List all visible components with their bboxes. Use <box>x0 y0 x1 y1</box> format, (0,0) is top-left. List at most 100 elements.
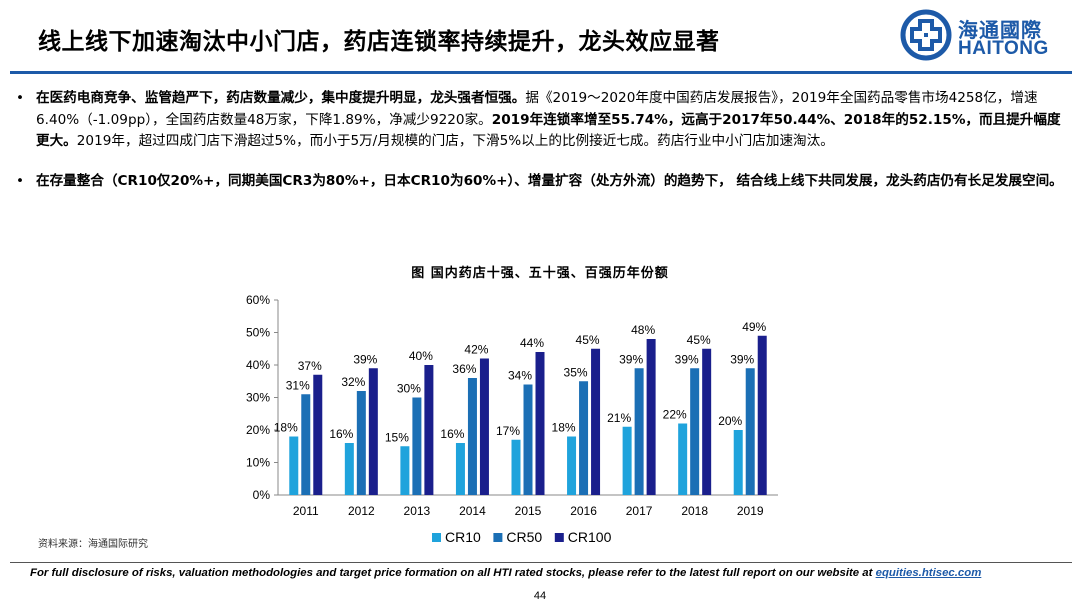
data-label: 30% <box>397 382 421 396</box>
disclaimer-body: For full disclosure of risks, valuation … <box>30 567 873 579</box>
bar-cr10 <box>344 443 354 495</box>
bar-cr100 <box>313 374 323 495</box>
y-tick-label: 50% <box>246 326 270 340</box>
x-tick-label: 2011 <box>293 504 319 518</box>
data-label: 42% <box>464 343 488 357</box>
page-title: 线上线下加速淘汰中小门店，药店连锁率持续提升，龙头效应显著 <box>38 29 720 55</box>
bar-cr100 <box>479 358 489 495</box>
x-tick-label: 2012 <box>348 504 375 518</box>
website-link[interactable]: equities.htisec.com <box>875 567 982 579</box>
logo-english-text: HAITONG <box>958 38 1049 59</box>
bar-cr10 <box>567 436 577 495</box>
bar-cr100 <box>702 348 712 495</box>
data-label: 32% <box>341 375 365 389</box>
x-tick-label: 2018 <box>681 504 708 518</box>
x-tick-label: 2017 <box>626 504 653 518</box>
bar-cr10 <box>400 446 410 495</box>
bar-cr100 <box>535 352 545 495</box>
bar-cr100 <box>646 339 656 495</box>
legend-swatch-cr100 <box>554 533 564 542</box>
x-tick-label: 2014 <box>459 504 486 518</box>
bar-cr10 <box>733 430 743 495</box>
page-number: 44 <box>533 590 547 602</box>
data-label: 40% <box>409 349 433 363</box>
legend-label: CR50 <box>506 529 542 545</box>
bar-cr50 <box>523 384 533 495</box>
data-label: 39% <box>730 352 754 366</box>
data-label: 20% <box>718 414 742 428</box>
header-divider <box>10 71 1072 74</box>
bar-cr10 <box>455 443 465 495</box>
data-label: 21% <box>607 411 631 425</box>
y-tick-label: 0% <box>253 488 271 502</box>
data-label: 18% <box>274 421 298 435</box>
bar-cr100 <box>368 368 378 495</box>
bar-cr50 <box>356 391 366 495</box>
bar-cr100 <box>424 365 434 495</box>
bullet-dot: • <box>16 90 25 106</box>
bullet-text: 2019年，超过四成门店下滑超过5%，而小于5万/月规模的门店，下滑5%以上的比… <box>76 133 834 149</box>
legend-swatch-cr10 <box>432 533 441 542</box>
legend-label: CR100 <box>568 529 612 545</box>
legend-label: CR10 <box>445 529 481 545</box>
bar-cr50 <box>745 368 755 495</box>
bar-cr50 <box>690 368 700 495</box>
bar-cr50 <box>467 378 477 495</box>
bar-cr50 <box>634 368 644 495</box>
data-label: 37% <box>298 359 322 373</box>
data-label: 36% <box>452 362 476 376</box>
bullet-bold-text: 2019年连锁率增至55.74%，远高于2017年50.44%、2018年的52… <box>36 111 1061 150</box>
data-label: 49% <box>742 320 766 334</box>
y-tick-label: 40% <box>246 358 270 372</box>
bullet-bold-text: 在医药电商竞争、监管趋严下，药店数量减少，集中度提升明显，龙头强者恒强。 <box>36 90 526 106</box>
bar-cr100 <box>757 335 767 495</box>
bar-cr50 <box>579 381 589 495</box>
y-tick-label: 20% <box>246 423 270 437</box>
data-label: 16% <box>440 427 464 441</box>
bullet-item: • 在医药电商竞争、监管趋严下，药店数量减少，集中度提升明显，龙头强者恒强。据《… <box>14 88 1064 153</box>
data-label: 45% <box>576 333 600 347</box>
x-tick-label: 2015 <box>515 504 542 518</box>
bullet-item: • 在存量整合（CR10仅20%+，同期美国CR3为80%+，日本CR10为60… <box>14 171 1064 193</box>
bullet-dot: • <box>16 172 25 189</box>
data-label: 18% <box>552 421 576 435</box>
bullet-bold-text: 在存量整合（CR10仅20%+，同期美国CR3为80%+，日本CR10为60%+… <box>36 172 1063 189</box>
bar-cr50 <box>412 397 422 495</box>
data-label: 35% <box>564 365 588 379</box>
x-tick-label: 2016 <box>570 504 597 518</box>
bar-cr10 <box>678 423 688 495</box>
data-label: 39% <box>353 352 377 366</box>
bar-cr10 <box>511 439 521 495</box>
bar-cr10 <box>622 426 632 495</box>
y-tick-label: 30% <box>246 391 270 405</box>
data-label: 16% <box>329 427 353 441</box>
data-label: 22% <box>663 408 687 422</box>
y-tick-label: 60% <box>246 293 270 307</box>
data-label: 34% <box>508 369 532 383</box>
data-label: 45% <box>687 333 711 347</box>
chart-title: 图 国内药店十强、五十强、百强历年份额 <box>411 266 669 281</box>
bar-cr50 <box>301 394 311 495</box>
logo-chinese-text: 海通國際 <box>958 18 1042 42</box>
haitong-logo-icon <box>900 9 952 61</box>
data-label: 39% <box>619 352 643 366</box>
bullet-list: • 在医药电商竞争、监管趋严下，药店数量减少，集中度提升明显，龙头强者恒强。据《… <box>14 88 1064 210</box>
footer-divider <box>10 562 1072 563</box>
y-tick-label: 10% <box>246 456 270 470</box>
source-note: 资料来源：海通国际研究 <box>38 539 148 550</box>
x-tick-label: 2019 <box>737 504 764 518</box>
data-label: 31% <box>286 378 310 392</box>
data-label: 15% <box>385 430 409 444</box>
data-label: 39% <box>675 352 699 366</box>
bar-cr100 <box>591 348 601 495</box>
data-label: 44% <box>520 336 544 350</box>
data-label: 48% <box>631 323 655 337</box>
bullet-text: 据《2019～2020年度中国药店发展报告》，2019年全国药品零售市场4258… <box>36 90 1038 128</box>
x-tick-label: 2013 <box>404 504 431 518</box>
legend-swatch-cr50 <box>493 533 503 542</box>
haitong-logo: 海通國際 HAITONG <box>898 8 1068 61</box>
data-label: 17% <box>496 424 520 438</box>
disclaimer-text: For full disclosure of risks, valuation … <box>30 567 981 579</box>
bar-cr10 <box>289 436 299 495</box>
